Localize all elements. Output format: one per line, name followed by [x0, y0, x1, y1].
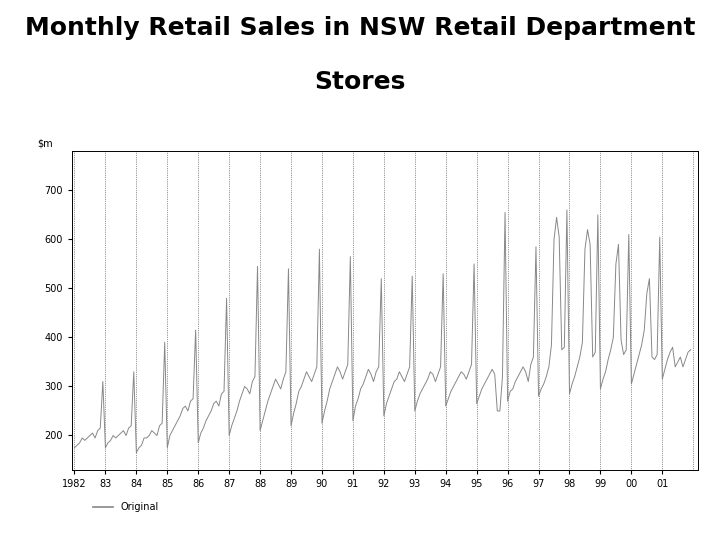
Original — [480, 381, 489, 387]
Text: $m: $m — [37, 138, 53, 148]
Original — [70, 444, 78, 451]
Original — [686, 347, 695, 353]
Text: Stores: Stores — [315, 70, 405, 94]
Line: Original: Original — [74, 210, 690, 453]
Original — [112, 435, 120, 441]
Original — [648, 354, 657, 360]
Original — [132, 449, 140, 456]
Text: Monthly Retail Sales in NSW Retail Department: Monthly Retail Sales in NSW Retail Depar… — [24, 16, 696, 40]
Original — [562, 207, 571, 213]
Legend: Original: Original — [89, 498, 163, 516]
Original — [96, 425, 104, 431]
Original — [171, 422, 179, 429]
Original — [282, 368, 290, 375]
